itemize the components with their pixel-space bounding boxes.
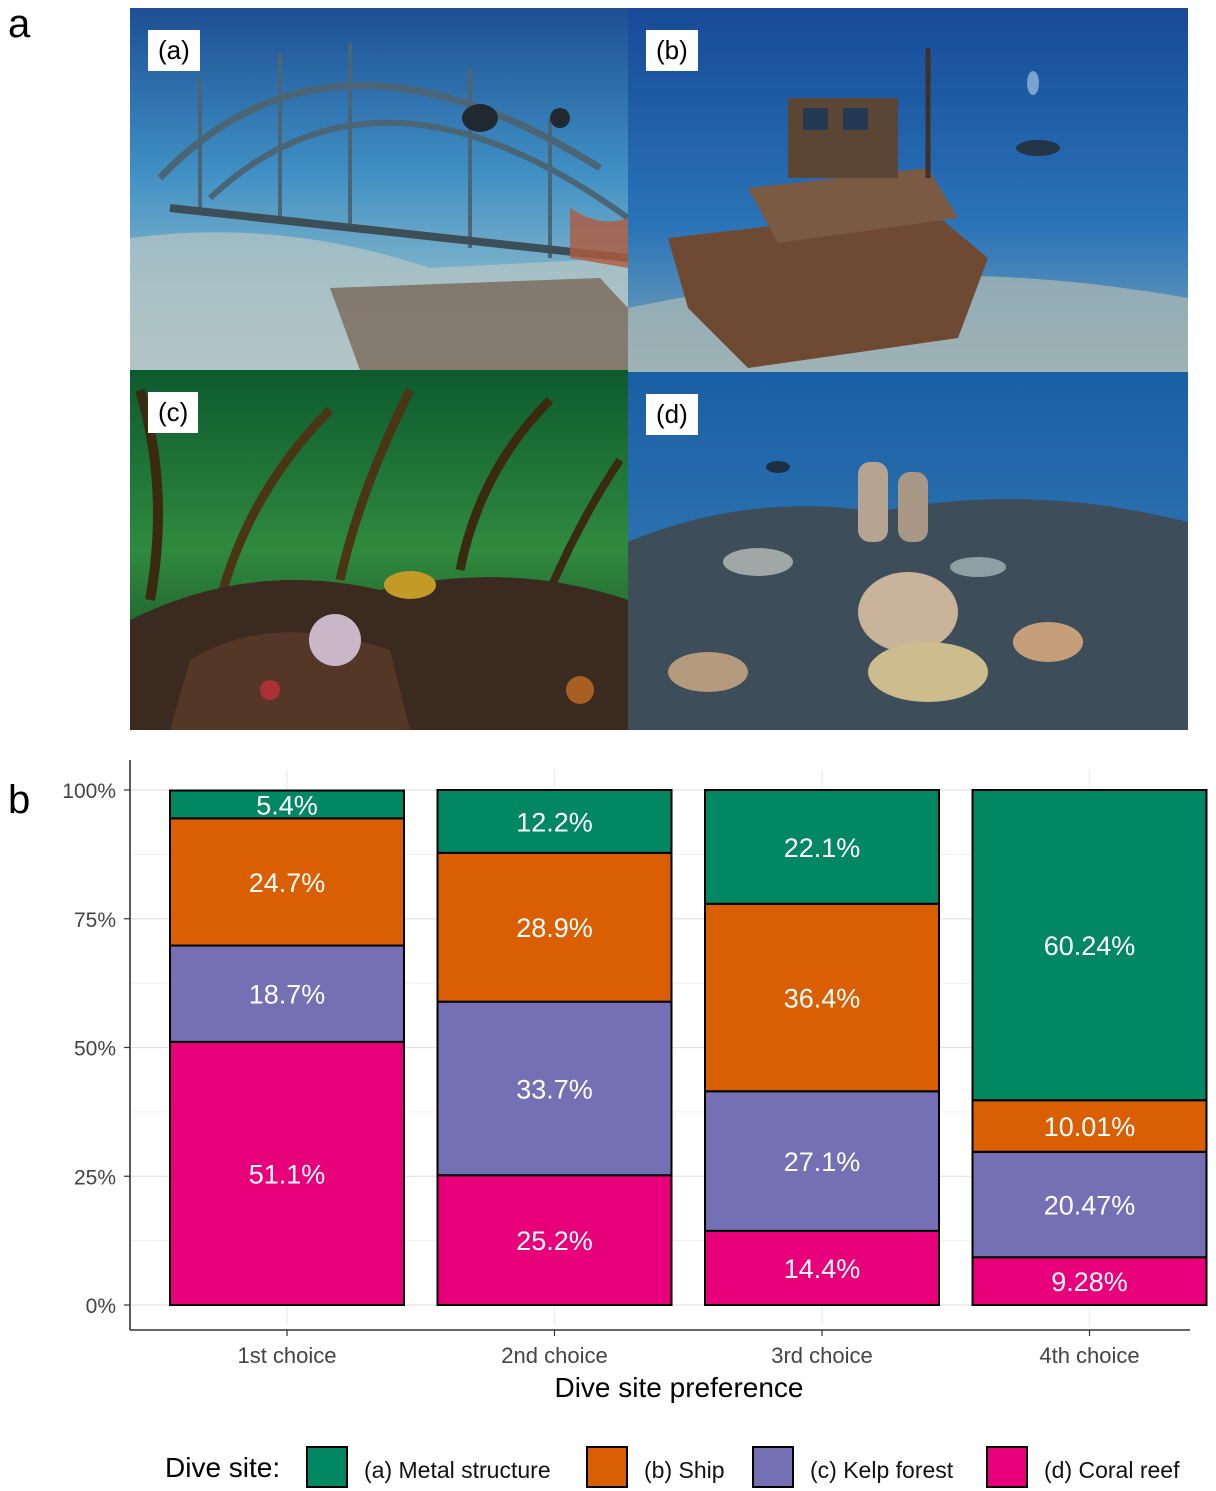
x-axis-title: Dive site preference [554,1372,803,1403]
photo-ship: (b) [628,8,1188,372]
panel-b-letter: b [8,778,31,822]
photo-coral-reef: (d) [628,372,1188,730]
bar-data-label: 9.28% [1051,1267,1128,1297]
bar-segment [704,902,940,1093]
bar-segment [436,851,673,1003]
bar-segment [436,789,673,854]
bar-data-label: 18.7% [249,980,326,1010]
bar-data-label: 33.7% [516,1074,593,1104]
panel-a-letter: a [8,2,31,46]
legend-swatch-ship [586,1446,628,1488]
photo-grid: (a) (b) [130,8,1188,730]
x-tick-label: 1st choice [237,1343,336,1368]
y-tick-label: 0% [86,1295,116,1318]
bar-segment [169,817,405,947]
legend-label-coral-reef: (d) Coral reef [1044,1457,1180,1483]
y-tick-label: 100% [62,780,116,803]
legend: Dive site: (a) Metal structure (b) Ship … [0,1440,1216,1491]
bar-segment [971,1099,1208,1153]
y-tick-label: 25% [74,1166,116,1189]
y-tick-label: 50% [74,1038,116,1061]
bar-data-label: 60.24% [1044,931,1136,961]
bar-data-label: 12.2% [516,807,593,837]
bar-segment [169,944,405,1043]
y-tick-label: 75% [74,909,116,932]
bar-segment [704,1229,940,1306]
bar-data-label: 25.2% [516,1226,593,1256]
bar-segment [169,789,405,820]
x-tick-label: 2nd choice [501,1343,607,1368]
ship-image [628,8,1188,372]
photo-metal-structure: (a) [130,8,628,370]
legend-title: Dive site: [165,1452,281,1483]
photo-label-c: (c) [148,392,199,433]
kelp-forest-image [130,370,628,730]
bar-segment [971,789,1208,1102]
bar-data-label: 27.1% [784,1147,861,1177]
bar-data-label: 20.47% [1044,1190,1136,1220]
bar-segment [169,1040,405,1306]
legend-swatch-metal-structure [306,1446,348,1488]
bar-data-label: 36.4% [784,984,861,1014]
bar-segment [704,789,940,905]
stacked-bar-chart: 0% 25% 50% 75% 100% 51.1% 18.7% 24.7% 5.4% 25.2% 3… [62,760,1208,1403]
photo-label-b: (b) [646,30,698,71]
legend-label-metal-structure: (a) Metal structure [364,1457,551,1483]
bar-segment [971,1256,1208,1307]
legend-swatch-coral-reef [986,1446,1028,1488]
bar-data-label: 22.1% [784,833,861,863]
x-tick-label: 3rd choice [771,1343,873,1368]
photo-label-d: (d) [646,394,698,435]
metal-structure-image [130,8,628,370]
legend-label-kelp-forest: (c) Kelp forest [810,1457,954,1483]
bar-data-label: 28.9% [516,913,593,943]
coral-reef-image [628,372,1188,730]
x-tick-label: 4th choice [1039,1343,1139,1368]
bar-segment [971,1150,1208,1259]
bar-data-label: 24.7% [249,868,326,898]
bar-data-label: 51.1% [249,1159,326,1189]
legend-swatch-kelp-forest [752,1446,794,1488]
photo-kelp-forest: (c) [130,370,628,730]
photo-label-a: (a) [148,30,200,71]
bar-segment [436,1000,673,1177]
bar-data-label: 5.4% [256,790,318,820]
bar-segment [436,1174,673,1306]
bar-data-label: 14.4% [784,1254,861,1284]
legend-label-ship: (b) Ship [644,1457,725,1483]
bar-data-label: 10.01% [1044,1112,1136,1142]
